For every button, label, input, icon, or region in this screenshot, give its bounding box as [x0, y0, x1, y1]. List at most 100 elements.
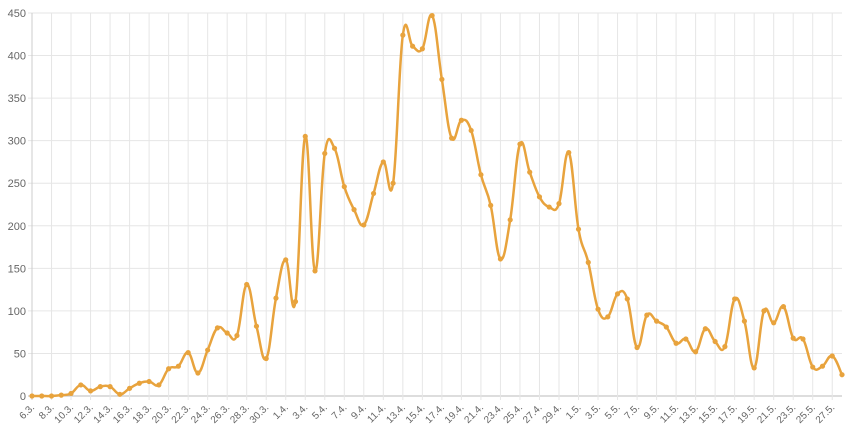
data-point[interactable] [351, 207, 357, 213]
data-point[interactable] [400, 32, 406, 38]
data-point[interactable] [468, 127, 474, 134]
y-tick-label: 150 [8, 263, 26, 275]
data-point[interactable] [507, 217, 513, 223]
x-tick-label: 20.3. [150, 402, 174, 426]
data-point[interactable] [663, 324, 669, 330]
data-point[interactable] [117, 391, 123, 397]
x-tick-label: 13.4. [384, 402, 408, 426]
data-point[interactable] [244, 281, 250, 288]
data-point[interactable] [751, 365, 757, 371]
data-point[interactable] [702, 326, 708, 332]
data-point[interactable] [595, 306, 601, 312]
data-point[interactable] [488, 202, 494, 208]
data-point[interactable] [78, 382, 84, 388]
x-tick-label: 25.4. [502, 402, 526, 426]
data-point[interactable] [370, 190, 377, 197]
data-point[interactable] [87, 388, 94, 394]
data-point[interactable] [575, 226, 582, 232]
data-point[interactable] [29, 393, 35, 399]
data-point[interactable] [780, 304, 787, 310]
y-tick-label: 400 [8, 51, 26, 63]
data-point[interactable] [224, 330, 230, 336]
data-point[interactable] [146, 378, 152, 385]
data-point[interactable] [341, 184, 347, 190]
data-point[interactable] [556, 201, 562, 207]
data-point[interactable] [614, 291, 621, 297]
data-point[interactable] [732, 296, 738, 302]
data-point[interactable] [771, 320, 777, 326]
x-tick-label: 27.4. [521, 402, 545, 426]
data-point[interactable] [68, 390, 74, 397]
data-point[interactable] [546, 204, 552, 210]
data-point[interactable] [234, 332, 240, 339]
data-point[interactable] [566, 149, 572, 156]
data-point[interactable] [410, 43, 416, 49]
data-point[interactable] [39, 393, 45, 399]
data-point[interactable] [683, 336, 689, 342]
data-point[interactable] [829, 353, 835, 359]
x-axis: 6.3. 8.3.10.3.12.3.14.3.16.3.18.3.20.3.22… [18, 402, 838, 426]
data-point[interactable] [331, 145, 338, 151]
data-point[interactable] [449, 135, 455, 141]
data-point[interactable] [185, 349, 191, 356]
data-point[interactable] [136, 380, 142, 386]
data-point[interactable] [722, 344, 728, 350]
data-point[interactable] [175, 363, 181, 369]
x-tick-label: 24.3. [189, 402, 213, 426]
data-point[interactable] [761, 308, 767, 314]
data-point[interactable] [810, 364, 816, 370]
data-point[interactable] [624, 296, 630, 302]
data-point[interactable] [107, 384, 113, 390]
data-point[interactable] [126, 385, 133, 391]
data-point[interactable] [712, 338, 718, 345]
data-point[interactable] [380, 159, 386, 165]
data-point[interactable] [819, 363, 826, 369]
data-point[interactable] [673, 340, 679, 346]
data-point[interactable] [253, 323, 260, 329]
data-point[interactable] [156, 382, 162, 388]
data-point[interactable] [292, 298, 299, 305]
x-tick-label: 7.4. [330, 402, 350, 422]
data-point[interactable] [214, 325, 221, 331]
data-point[interactable] [312, 268, 318, 274]
data-point[interactable] [800, 336, 806, 342]
data-point[interactable] [48, 393, 55, 399]
data-point[interactable] [790, 335, 796, 341]
y-tick-label: 50 [14, 348, 26, 360]
data-point[interactable] [741, 318, 748, 324]
data-point[interactable] [283, 257, 289, 263]
data-point[interactable] [390, 180, 396, 186]
grid-lines [28, 12, 842, 400]
data-point[interactable] [263, 355, 269, 362]
data-point[interactable] [527, 169, 533, 175]
data-point[interactable] [302, 133, 308, 140]
data-point[interactable] [361, 222, 367, 228]
x-tick-label: 23.5. [775, 402, 799, 426]
x-tick-label: 6.3. [18, 402, 38, 422]
data-point[interactable] [839, 372, 845, 378]
data-point[interactable] [429, 12, 435, 19]
data-point[interactable] [439, 76, 445, 82]
data-point[interactable] [273, 295, 279, 301]
x-tick-label: 11.4. [365, 402, 388, 425]
data-point[interactable] [497, 256, 504, 262]
data-point[interactable] [478, 172, 484, 178]
data-point[interactable] [585, 259, 591, 265]
data-point[interactable] [97, 384, 103, 390]
data-point[interactable] [653, 318, 660, 324]
data-point[interactable] [419, 46, 425, 52]
data-point[interactable] [634, 344, 640, 351]
data-point[interactable] [693, 349, 699, 355]
data-point[interactable] [322, 150, 328, 157]
data-point[interactable] [205, 347, 211, 353]
data-point[interactable] [458, 117, 464, 123]
data-point[interactable] [644, 312, 650, 318]
data-point[interactable] [58, 392, 64, 398]
x-tick-label: 18.3. [131, 402, 155, 426]
data-point[interactable] [536, 194, 543, 200]
data-point[interactable] [166, 366, 172, 372]
data-point[interactable] [605, 314, 611, 320]
data-point[interactable] [195, 370, 201, 376]
data-point[interactable] [517, 141, 523, 147]
